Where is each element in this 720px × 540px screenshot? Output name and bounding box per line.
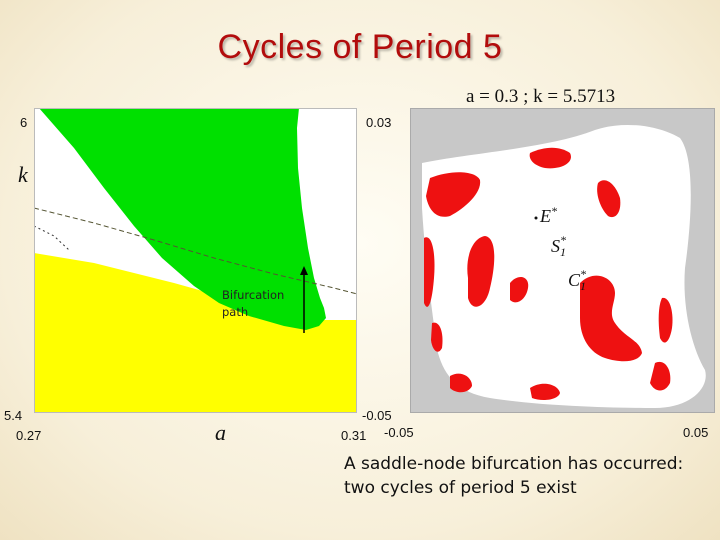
- plot-frame: [34, 108, 357, 413]
- bifurcation-label-line1: Bifurcation: [222, 288, 285, 302]
- basin-blob-upper-center: [510, 276, 529, 303]
- basin-blob-bottom-left: [450, 373, 472, 393]
- basin-blob-left-low: [431, 322, 443, 352]
- bifurcation-label: Bifurcation path: [222, 287, 284, 321]
- parameter-values-label: a = 0.3 ; k = 5.5713: [466, 86, 616, 107]
- left-y-max-tick: 6: [20, 115, 28, 130]
- basin-region: [422, 124, 706, 408]
- right-x-max-tick: 0.05: [683, 425, 709, 440]
- basin-blob-right-main: [580, 275, 642, 362]
- basin-blob-top-mid: [529, 147, 571, 169]
- cycle-basins: [424, 147, 673, 401]
- right-y-min-tick: -0.05: [362, 408, 392, 423]
- slide-title: Cycles of Period 5: [217, 28, 503, 66]
- basin-blob-right-edge: [658, 297, 673, 343]
- left-y-min-tick: 5.4: [4, 408, 23, 423]
- boundary-curve: [34, 207, 357, 295]
- parameter-plane-plot: [34, 108, 357, 413]
- upper-region: [34, 108, 326, 330]
- point-C1-label: C* 1: [568, 267, 586, 293]
- left-y-axis-label: k: [18, 162, 28, 187]
- basin-blob-upper-right: [597, 180, 621, 218]
- caption-text: A saddle-node bifurcation has occurred: …: [344, 454, 684, 498]
- bifurcation-arrow-head: [300, 266, 308, 275]
- left-x-max-tick: 0.31: [341, 428, 367, 443]
- point-E-marker: [534, 216, 538, 220]
- boundary-curve-dotted: [34, 225, 70, 251]
- left-x-min-tick: 0.27: [16, 428, 42, 443]
- bifurcation-label-line2: path: [222, 305, 249, 319]
- point-S1-label: S* 1: [551, 233, 566, 259]
- phase-plane-plot: E* S* 1 C* 1: [410, 108, 715, 413]
- basin-blob-bottom-mid: [530, 383, 560, 401]
- lower-region: [34, 253, 357, 413]
- right-y-max-tick: 0.03: [366, 115, 392, 130]
- basin-blob-left-mid: [424, 237, 435, 307]
- phase-plot-frame: [410, 108, 715, 413]
- left-x-axis-label: a: [215, 420, 226, 445]
- point-E-label: E*: [539, 204, 557, 226]
- basin-blob-center-left: [467, 236, 495, 307]
- right-x-min-tick: -0.05: [384, 425, 414, 440]
- basin-blob-bottom-right: [650, 361, 671, 391]
- basin-blob-top-left: [426, 172, 481, 217]
